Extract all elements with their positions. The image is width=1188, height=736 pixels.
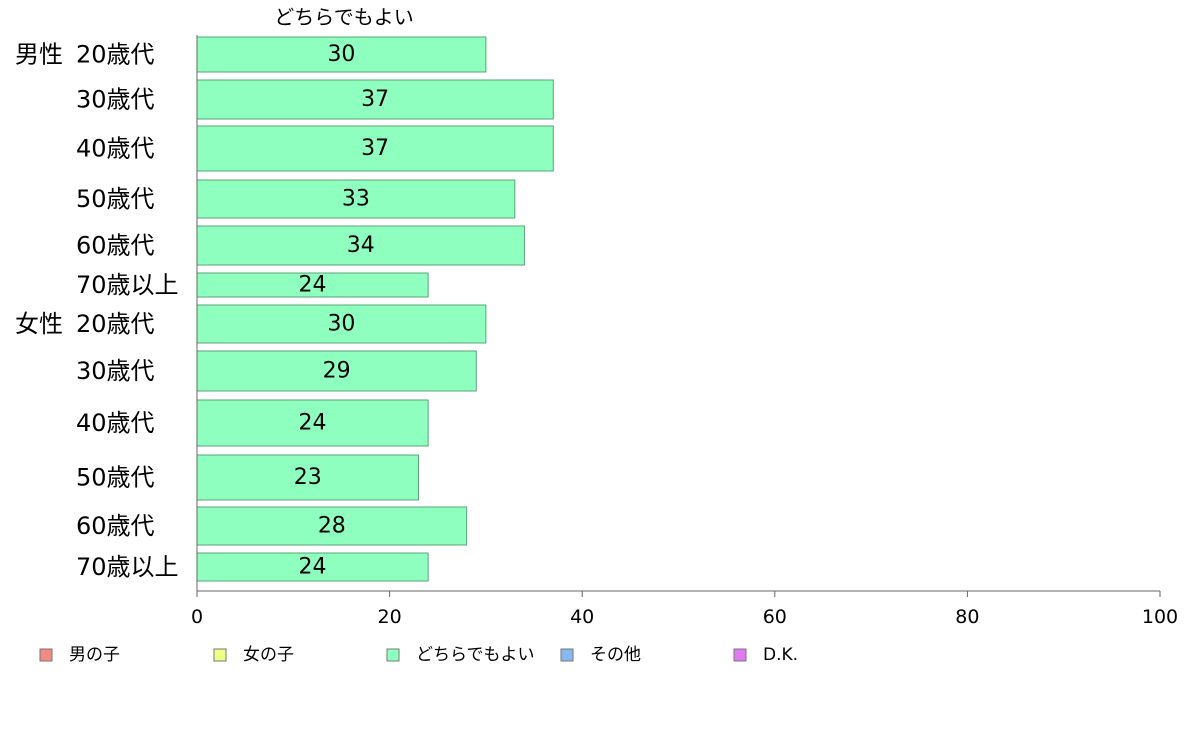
bar-male-1	[196, 79, 554, 120]
x-tick-label: 40	[570, 606, 594, 628]
category-label: 20歳代	[76, 310, 155, 338]
x-tick-label: 100	[1142, 606, 1178, 628]
x-tick-label: 80	[955, 606, 979, 628]
legend-swatch	[733, 648, 747, 662]
category-label: 40歳代	[76, 135, 155, 163]
data-label: 34	[347, 233, 375, 258]
data-label: 30	[327, 312, 355, 337]
chart-title: どちらでもよい	[274, 5, 413, 29]
data-label: 23	[294, 465, 322, 490]
data-label: 24	[299, 411, 327, 436]
x-tick-label: 0	[191, 606, 203, 628]
x-tick-label: 60	[763, 606, 787, 628]
legend-label: その他	[590, 645, 641, 665]
category-label: 40歳代	[76, 409, 155, 437]
bar-female-3	[196, 454, 419, 501]
category-label: 60歳代	[76, 232, 155, 260]
group-label: 男性	[15, 41, 63, 69]
data-label: 37	[361, 136, 389, 161]
legend-label: D.K.	[763, 645, 798, 665]
category-label: 30歳代	[76, 86, 155, 114]
data-label: 29	[323, 359, 351, 384]
data-label: 33	[342, 187, 370, 212]
bar-male-3	[196, 179, 516, 219]
category-label: 60歳代	[76, 512, 155, 540]
legend-swatch	[39, 648, 53, 662]
data-label: 30	[327, 42, 355, 67]
data-label: 37	[361, 87, 389, 112]
category-label: 70歳以上	[76, 553, 179, 581]
data-label: 24	[299, 273, 327, 298]
bar-male-2	[196, 125, 554, 172]
legend-label: 男の子	[69, 645, 120, 665]
legend-swatch	[560, 648, 574, 662]
category-label: 30歳代	[76, 357, 155, 385]
bar-female-0	[196, 304, 487, 344]
legend-label: 女の子	[243, 645, 294, 665]
group-label: 女性	[15, 310, 63, 338]
bar-female-4	[196, 506, 468, 546]
bar-female-5	[196, 552, 429, 582]
data-label: 28	[318, 514, 346, 539]
category-label: 20歳代	[76, 41, 155, 69]
legend-swatch	[213, 648, 227, 662]
category-label: 50歳代	[76, 185, 155, 213]
legend-swatch	[386, 648, 400, 662]
bar-male-0	[196, 36, 487, 73]
data-label: 24	[299, 555, 327, 580]
bar-male-4	[196, 225, 525, 266]
category-label: 50歳代	[76, 464, 155, 492]
x-tick-label: 20	[378, 606, 402, 628]
legend-label: どちらでもよい	[416, 645, 535, 665]
category-label: 70歳以上	[76, 271, 179, 299]
